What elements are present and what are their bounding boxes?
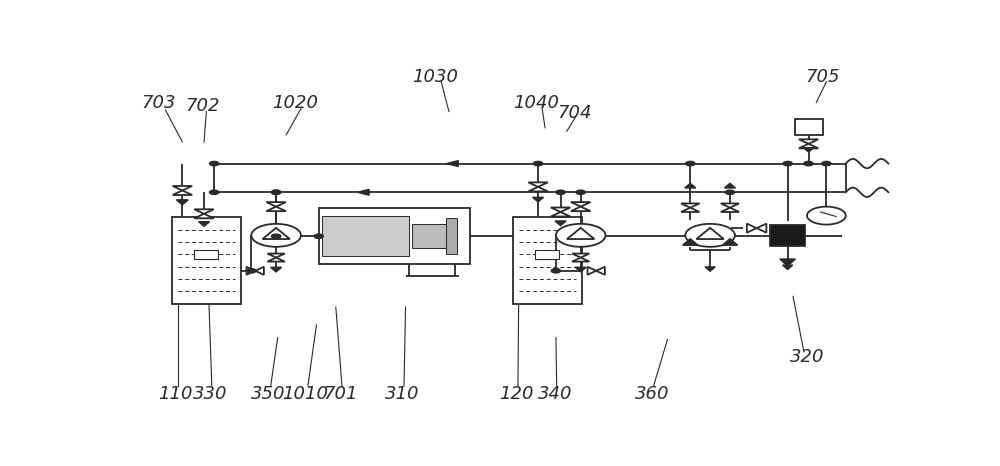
Polygon shape	[173, 186, 192, 191]
Polygon shape	[572, 254, 589, 258]
Polygon shape	[255, 267, 264, 275]
Bar	[446, 219, 457, 254]
Polygon shape	[358, 189, 369, 195]
Polygon shape	[681, 208, 700, 212]
Bar	[770, 225, 805, 246]
Polygon shape	[528, 187, 548, 192]
Circle shape	[686, 161, 695, 166]
Polygon shape	[551, 212, 570, 217]
Circle shape	[271, 234, 281, 239]
Bar	[512, 217, 582, 303]
Polygon shape	[199, 222, 210, 226]
Polygon shape	[267, 258, 285, 261]
Polygon shape	[722, 239, 738, 245]
Text: 1030: 1030	[412, 69, 458, 87]
Polygon shape	[721, 204, 739, 208]
Bar	[535, 250, 559, 259]
Circle shape	[533, 161, 543, 166]
Bar	[795, 119, 822, 135]
Circle shape	[551, 268, 561, 273]
Bar	[319, 208, 470, 264]
Text: 110: 110	[158, 385, 193, 403]
Text: 705: 705	[805, 69, 840, 87]
Polygon shape	[447, 161, 458, 166]
Text: 1020: 1020	[272, 94, 318, 111]
Text: 360: 360	[635, 385, 669, 403]
Polygon shape	[194, 209, 214, 214]
Polygon shape	[724, 183, 736, 188]
Bar	[412, 224, 446, 248]
Polygon shape	[247, 267, 255, 275]
Text: 1010: 1010	[283, 385, 329, 403]
Polygon shape	[551, 207, 570, 212]
Circle shape	[783, 161, 792, 166]
Polygon shape	[696, 228, 724, 239]
Circle shape	[271, 190, 281, 194]
Polygon shape	[685, 183, 696, 188]
Text: 703: 703	[141, 94, 176, 111]
Polygon shape	[533, 197, 544, 202]
Circle shape	[209, 161, 219, 166]
Polygon shape	[528, 182, 548, 187]
Polygon shape	[194, 214, 214, 219]
Circle shape	[251, 224, 301, 247]
Polygon shape	[262, 228, 290, 239]
Circle shape	[576, 190, 585, 194]
Circle shape	[685, 224, 735, 247]
Polygon shape	[747, 224, 757, 233]
Polygon shape	[803, 148, 814, 152]
Text: 702: 702	[185, 97, 220, 115]
Circle shape	[271, 190, 281, 194]
Bar	[194, 250, 218, 259]
Circle shape	[725, 190, 735, 194]
Bar	[172, 217, 241, 303]
Text: 701: 701	[323, 385, 358, 403]
Polygon shape	[176, 200, 188, 205]
Text: 330: 330	[193, 385, 228, 403]
Polygon shape	[721, 208, 739, 212]
Polygon shape	[799, 144, 818, 148]
Polygon shape	[799, 139, 818, 144]
Polygon shape	[681, 204, 700, 208]
Circle shape	[314, 234, 323, 239]
Circle shape	[804, 161, 813, 166]
Text: 1040: 1040	[513, 94, 559, 111]
Polygon shape	[267, 254, 285, 258]
Polygon shape	[567, 228, 594, 239]
Circle shape	[556, 224, 606, 247]
Text: 704: 704	[557, 104, 592, 123]
Polygon shape	[783, 265, 793, 269]
Polygon shape	[757, 224, 766, 233]
Polygon shape	[780, 259, 795, 266]
Polygon shape	[266, 202, 286, 206]
Polygon shape	[596, 267, 605, 275]
Polygon shape	[555, 221, 566, 226]
Text: 120: 120	[499, 385, 534, 403]
Polygon shape	[575, 267, 586, 272]
Polygon shape	[588, 267, 596, 275]
Polygon shape	[571, 202, 590, 206]
Text: 350: 350	[251, 385, 286, 403]
Polygon shape	[705, 267, 715, 271]
Text: 310: 310	[385, 385, 420, 403]
Polygon shape	[271, 267, 282, 272]
Text: 320: 320	[790, 348, 824, 366]
Polygon shape	[572, 258, 589, 261]
Polygon shape	[571, 206, 590, 211]
Circle shape	[556, 190, 565, 194]
Circle shape	[822, 161, 831, 166]
Circle shape	[209, 190, 219, 194]
Circle shape	[247, 268, 256, 273]
Bar	[322, 216, 409, 256]
Polygon shape	[173, 191, 192, 195]
Text: 340: 340	[538, 385, 572, 403]
Polygon shape	[683, 239, 698, 245]
Circle shape	[807, 206, 846, 225]
Polygon shape	[266, 206, 286, 211]
